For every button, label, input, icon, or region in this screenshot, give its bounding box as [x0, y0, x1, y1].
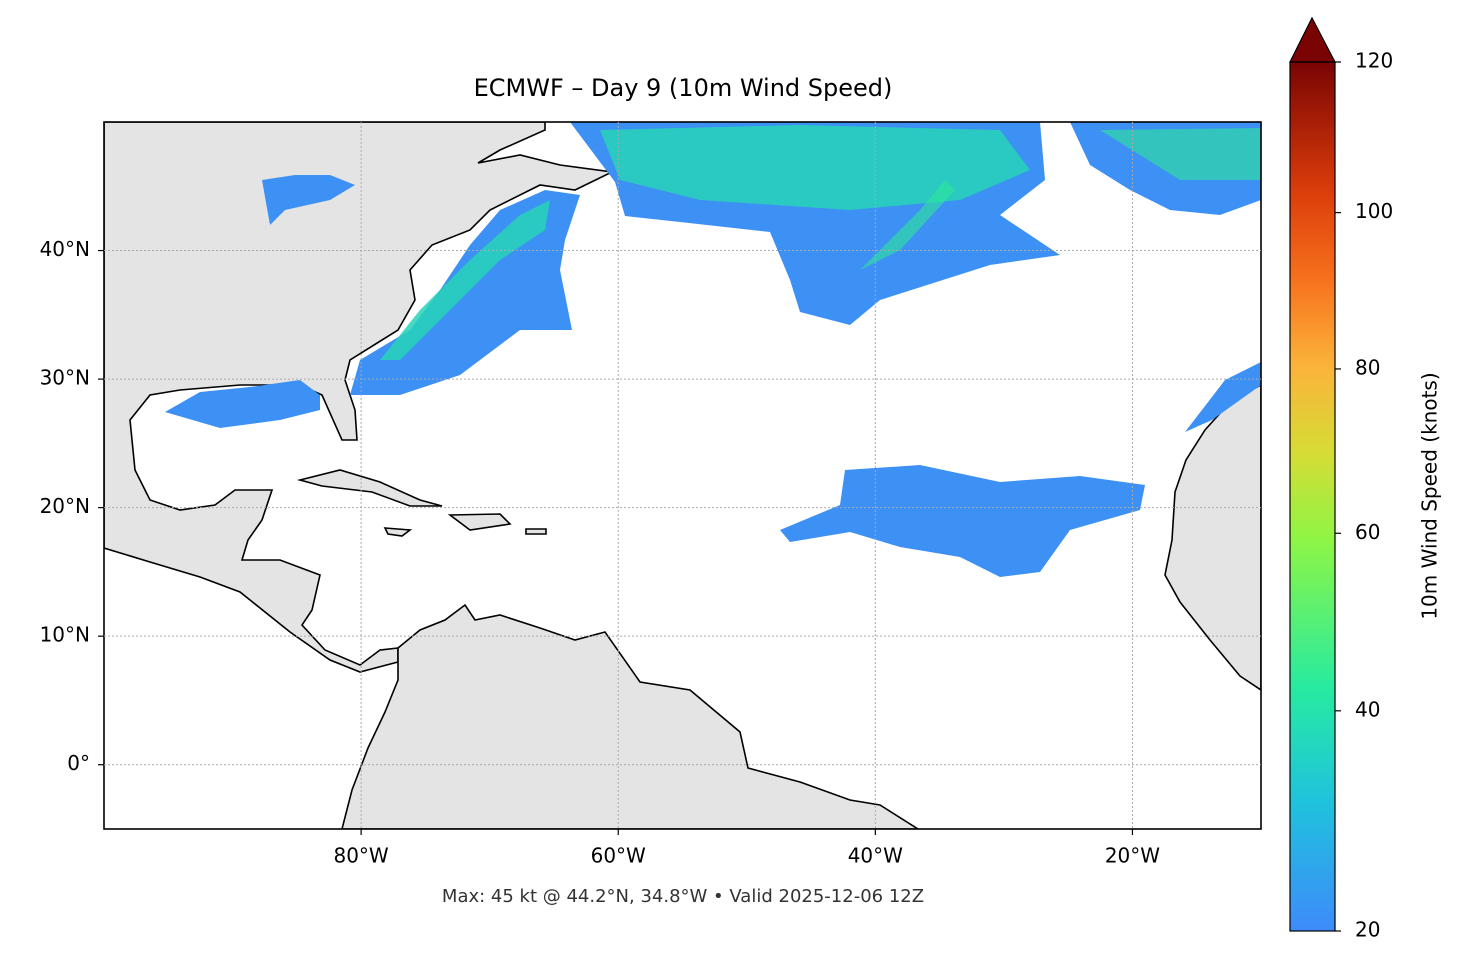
- colorbar-tick-label: 80: [1355, 355, 1380, 379]
- x-tick-label: 40°W: [848, 844, 903, 868]
- y-tick-label: 0°: [67, 751, 90, 775]
- wind-area: [165, 380, 320, 428]
- x-tick-label: 20°W: [1105, 844, 1160, 868]
- colorbar-tick-label: 40: [1355, 697, 1380, 721]
- puerto-rico: [525, 528, 547, 535]
- south-america: [341, 603, 920, 829]
- colorbar-label: 10m Wind Speed (knots): [1418, 372, 1442, 619]
- wind-area: [262, 175, 355, 225]
- y-tick-label: 10°N: [40, 623, 90, 647]
- colorbar-extend: [1289, 16, 1336, 63]
- wind-area: [1100, 128, 1261, 180]
- wind-area: [600, 125, 1030, 210]
- colorbar-tick-label: 120: [1355, 49, 1393, 73]
- map-frame: [103, 121, 1262, 830]
- wind-area: [780, 465, 1145, 577]
- africa: [1164, 384, 1261, 691]
- colorbar-tick-label: 60: [1355, 520, 1380, 544]
- x-tick-label: 60°W: [591, 844, 646, 868]
- y-tick-label: 40°N: [40, 237, 90, 261]
- colorbar-frame: [1289, 61, 1336, 932]
- cuba: [296, 469, 443, 507]
- colorbar-tick-label: 100: [1355, 199, 1393, 223]
- y-tick-label: 20°N: [40, 494, 90, 518]
- wind-area: [860, 180, 955, 270]
- colorbar: [1290, 62, 1335, 931]
- jamaica: [383, 527, 413, 537]
- x-tick-label: 80°W: [333, 844, 388, 868]
- map-area: [104, 122, 1261, 829]
- chart-title: ECMWF – Day 9 (10m Wind Speed): [474, 74, 893, 102]
- hispaniola: [447, 513, 512, 531]
- footnote: Max: 45 kt @ 44.2°N, 34.8°W • Valid 2025…: [442, 886, 924, 907]
- wind-area: [380, 200, 550, 360]
- y-tick-label: 30°N: [40, 366, 90, 390]
- colorbar-tick-label: 20: [1355, 918, 1380, 942]
